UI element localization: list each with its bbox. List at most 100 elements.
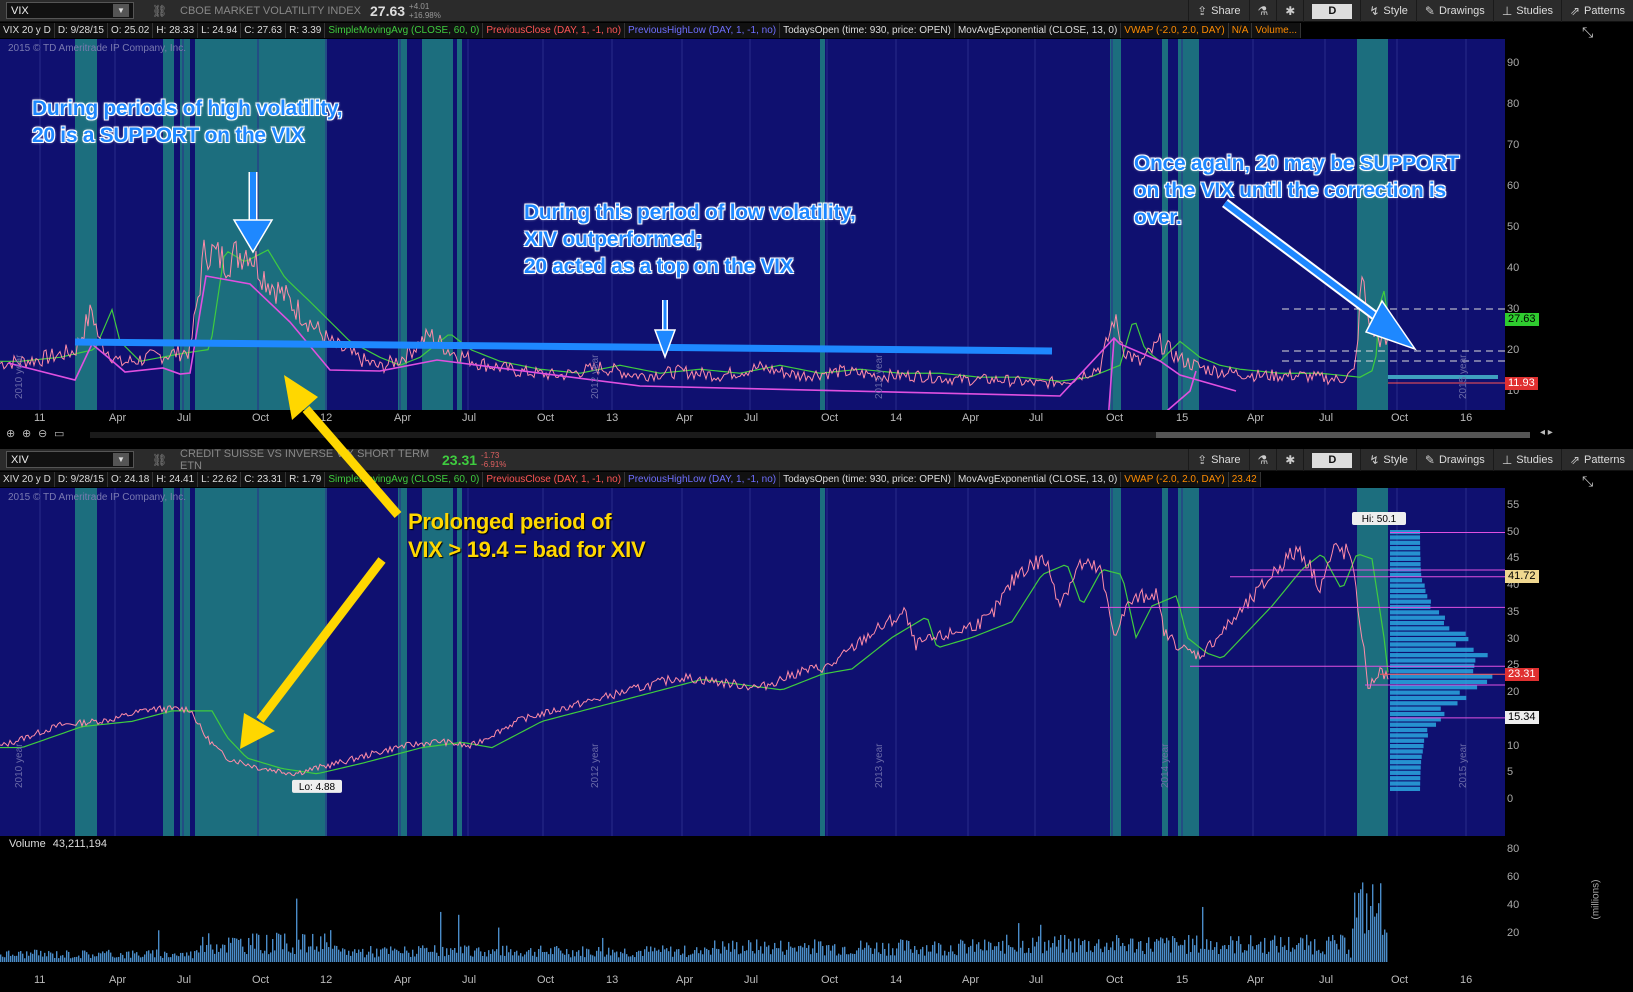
flask-button[interactable]: ⚗	[1248, 0, 1277, 22]
zoom-out-icon[interactable]: ⊖	[38, 428, 48, 440]
patterns-button[interactable]: ⇗ Patterns	[1560, 0, 1633, 22]
volume-bar	[468, 945, 470, 962]
volume-bar	[374, 957, 376, 962]
scrollbar-thumb[interactable]	[1156, 432, 1530, 438]
volume-chart-svg	[0, 882, 1388, 962]
volume-profile-bar	[1390, 658, 1476, 663]
volume-bar	[908, 941, 910, 962]
time-axis-label: Oct	[1106, 412, 1124, 424]
xiv-study-mov-exp[interactable]: MovAvgExponential (CLOSE, 13, 0)	[954, 472, 1122, 487]
drawings-label: Drawings	[1438, 5, 1485, 17]
xiv-study-todays-open[interactable]: TodaysOpen (time: 930, price: OPEN)	[780, 472, 955, 487]
link-icon[interactable]: ⛓	[152, 452, 168, 467]
volume-bar	[152, 950, 154, 962]
volume-bar	[1242, 952, 1244, 962]
volume-bar	[122, 954, 124, 962]
volume-bar	[260, 950, 262, 962]
volume-bar	[414, 956, 416, 962]
volume-pane[interactable]	[0, 838, 1505, 972]
xiv-symbol-selector[interactable]: XIV ▼	[6, 451, 134, 468]
share-button[interactable]: ⇪ Share	[1188, 0, 1248, 22]
volume-bar	[240, 938, 242, 962]
volume-bar	[632, 955, 634, 962]
volume-bar	[1334, 940, 1336, 962]
volume-bar	[1328, 936, 1330, 962]
volume-bar	[1020, 947, 1022, 962]
volume-bar	[130, 957, 132, 962]
expand-icon[interactable]: ⤡	[1582, 24, 1594, 40]
period-selector[interactable]: D	[1303, 0, 1360, 22]
xiv-chart-pane[interactable]: Hi: 50.1 Lo: 4.88 2010 year 2012 year 2013 y…	[0, 488, 1505, 836]
volume-bar	[754, 953, 756, 962]
xiv-study-vwap[interactable]: VWAP (-2.0, 2.0, DAY)	[1121, 472, 1229, 487]
xiv-study-sma[interactable]: SimpleMovingAvg (CLOSE, 60, 0)	[325, 472, 484, 487]
style-button[interactable]: ↯ Style	[1360, 0, 1416, 22]
year-mark: 2013 year	[874, 743, 885, 788]
volume-bar	[44, 952, 46, 962]
share-button[interactable]: ⇪ Share	[1188, 449, 1248, 471]
period-label: D	[1312, 3, 1353, 19]
volume-bar	[0, 954, 2, 962]
volatility-band	[1110, 39, 1121, 410]
flask-button[interactable]: ⚗	[1248, 449, 1277, 471]
patterns-button[interactable]: ⇗ Patterns	[1560, 449, 1633, 471]
volume-profile-bar	[1390, 562, 1421, 567]
period-selector[interactable]: D	[1303, 449, 1360, 471]
volume-profile-bar	[1390, 722, 1437, 727]
volume-bar	[344, 949, 346, 962]
volume-bar	[588, 949, 590, 962]
share-label: Share	[1211, 5, 1241, 17]
volume-bar	[34, 949, 36, 962]
volume-bar	[828, 945, 830, 962]
volume-bar	[944, 950, 946, 962]
scrollbar-track[interactable]	[90, 432, 1530, 438]
link-icon[interactable]: ⛓	[152, 3, 168, 18]
zoom-box-icon[interactable]: ▭	[54, 428, 65, 440]
time-axis-label: 14	[890, 974, 903, 986]
volume-bar	[1286, 950, 1288, 962]
vix-trend-drawing	[1108, 338, 1115, 410]
volume-bar	[526, 951, 528, 962]
vix-study-prev-close[interactable]: PreviousClose (DAY, 1, -1, no)	[483, 23, 626, 38]
volume-bar	[452, 949, 454, 962]
settings-button[interactable]: ✱	[1276, 449, 1303, 471]
settings-button[interactable]: ✱	[1276, 0, 1303, 22]
vix-symbol-selector[interactable]: VIX ▼	[6, 2, 134, 19]
volume-bar	[652, 951, 654, 962]
volume-bar	[1314, 939, 1316, 962]
volume-bar	[480, 951, 482, 962]
volume-bar	[1260, 941, 1262, 962]
vix-study-sma[interactable]: SimpleMovingAvg (CLOSE, 60, 0)	[325, 23, 484, 38]
chevron-down-icon[interactable]: ▼	[113, 4, 129, 17]
xiv-study-prev-highlow[interactable]: PreviousHighLow (DAY, 1, -1, no)	[625, 472, 781, 487]
time-axis-label: Apr	[394, 412, 412, 424]
drawings-button[interactable]: ✎ Drawings	[1415, 449, 1493, 471]
volume-bar	[1064, 934, 1066, 962]
volume-bar	[246, 954, 248, 962]
volume-bar	[1380, 883, 1382, 962]
vix-study-todays-open[interactable]: TodaysOpen (time: 930, price: OPEN)	[780, 23, 955, 38]
zoom-in-icon[interactable]: ⊕	[22, 428, 32, 440]
volume-bar	[510, 949, 512, 962]
drawings-button[interactable]: ✎ Drawings	[1415, 0, 1493, 22]
volume-profile-bar	[1390, 653, 1488, 658]
volume-bar	[614, 952, 616, 962]
volume-bar	[514, 951, 516, 962]
style-button[interactable]: ↯ Style	[1360, 449, 1416, 471]
volume-bar	[508, 952, 510, 962]
vix-study-mov-exp[interactable]: MovAvgExponential (CLOSE, 13, 0)	[954, 23, 1122, 38]
vix-study-prev-highlow[interactable]: PreviousHighLow (DAY, 1, -1, no)	[625, 23, 781, 38]
vix-study-vwap[interactable]: VWAP (-2.0, 2.0, DAY)	[1121, 23, 1229, 38]
xiv-study-prev-close[interactable]: PreviousClose (DAY, 1, -1, no)	[483, 472, 626, 487]
volume-bar	[1210, 941, 1212, 962]
crosshair-icon[interactable]: ⊕	[6, 428, 16, 440]
expand-icon[interactable]: ⤡	[1582, 473, 1594, 489]
studies-button[interactable]: ⊥ Studies	[1492, 0, 1561, 22]
vix-study-volume[interactable]: Volume...	[1252, 23, 1302, 38]
volume-bar	[1348, 949, 1350, 962]
chevron-down-icon[interactable]: ▼	[113, 453, 129, 466]
xiv-study-vwap-value: 23.42	[1228, 472, 1261, 487]
time-axis-label: 12	[320, 974, 333, 986]
studies-button[interactable]: ⊥ Studies	[1492, 449, 1561, 471]
scroll-arrows-icon[interactable]: ◂ ▸	[1540, 427, 1553, 438]
